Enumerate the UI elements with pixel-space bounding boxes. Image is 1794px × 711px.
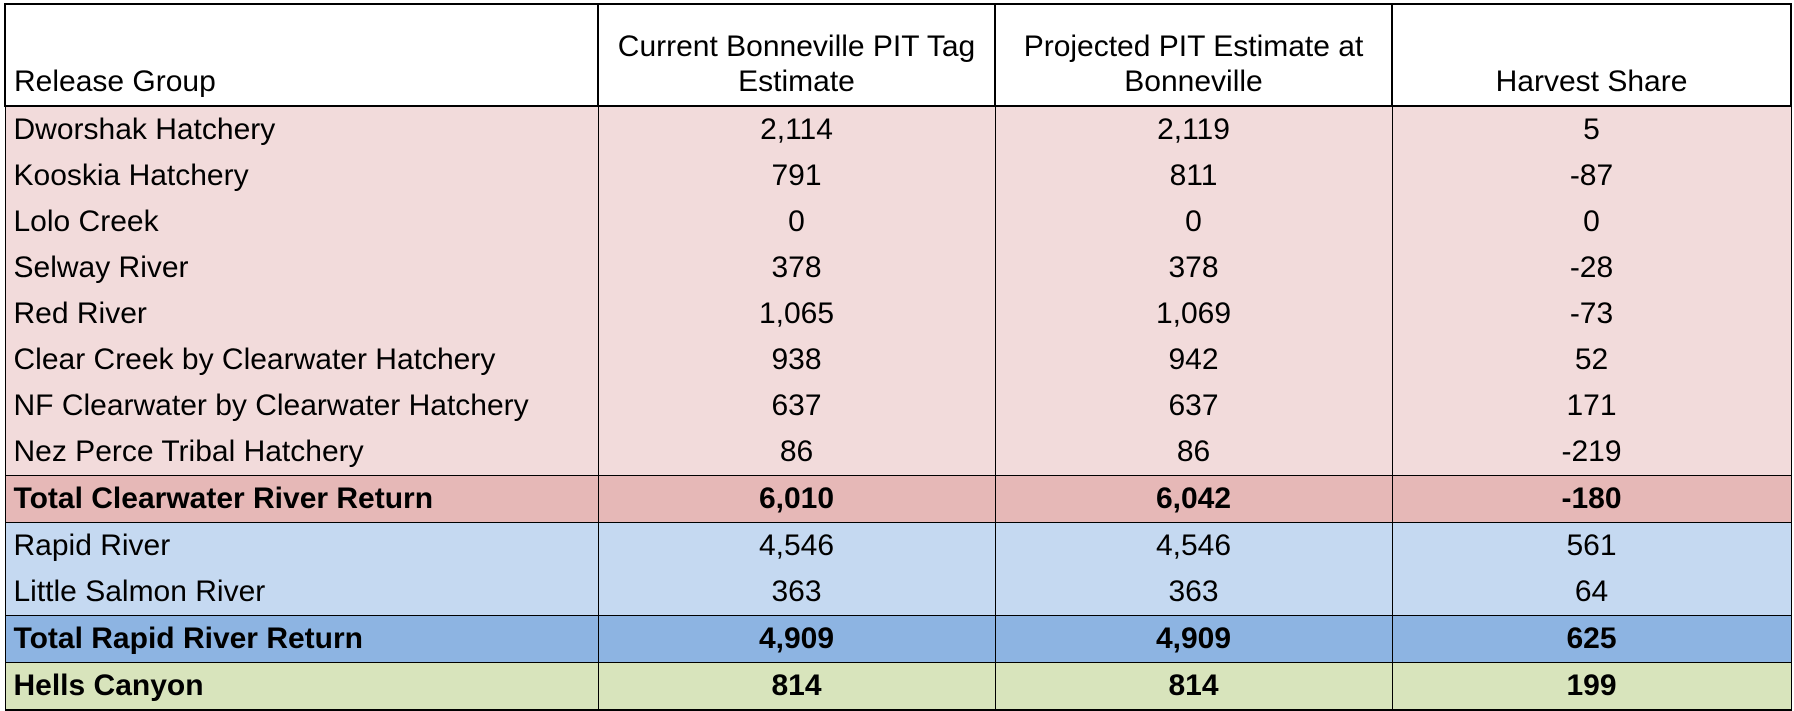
release-group-cell: Selway River [4, 245, 599, 291]
table-row: Lolo Creek 0 0 0 [4, 199, 1792, 245]
release-group-cell: Clear Creek by Clearwater Hatchery [4, 337, 599, 383]
harvest-share-cell: 561 [1391, 522, 1792, 569]
projected-estimate-cell: 4,546 [994, 522, 1393, 569]
projected-estimate-cell: 6,042 [994, 475, 1393, 523]
projected-estimate-cell: 0 [994, 199, 1393, 245]
current-estimate-cell: 2,114 [597, 106, 996, 153]
current-estimate-cell: 363 [597, 569, 996, 616]
header-harvest-share: Harvest Share [1391, 3, 1792, 107]
release-group-cell: Dworshak Hatchery [4, 106, 599, 153]
release-group-table: Release Group Current Bonneville PIT Tag… [4, 3, 1792, 711]
harvest-share-cell: 199 [1391, 662, 1792, 711]
current-estimate-cell: 814 [597, 662, 996, 711]
table-row: Clear Creek by Clearwater Hatchery 938 9… [4, 337, 1792, 383]
projected-estimate-cell: 378 [994, 245, 1393, 291]
harvest-share-cell: -180 [1391, 475, 1792, 523]
header-release-group: Release Group [4, 3, 599, 107]
projected-estimate-cell: 637 [994, 383, 1393, 429]
table-row: Nez Perce Tribal Hatchery 86 86 -219 [4, 429, 1792, 476]
harvest-share-cell: 171 [1391, 383, 1792, 429]
current-estimate-cell: 6,010 [597, 475, 996, 523]
harvest-share-cell: 0 [1391, 199, 1792, 245]
harvest-share-cell: -219 [1391, 429, 1792, 476]
harvest-share-cell: -73 [1391, 291, 1792, 337]
harvest-share-cell: -28 [1391, 245, 1792, 291]
release-group-cell: Rapid River [4, 522, 599, 569]
clearwater-total-row: Total Clearwater River Return 6,010 6,04… [4, 475, 1792, 523]
table-row: Little Salmon River 363 363 64 [4, 569, 1792, 616]
release-group-cell: Total Rapid River Return [4, 615, 599, 663]
release-group-cell: Total Clearwater River Return [4, 475, 599, 523]
spreadsheet: Release Group Current Bonneville PIT Tag… [4, 3, 1792, 711]
projected-estimate-cell: 942 [994, 337, 1393, 383]
current-estimate-cell: 4,909 [597, 615, 996, 663]
table-row: NF Clearwater by Clearwater Hatchery 637… [4, 383, 1792, 429]
projected-estimate-cell: 811 [994, 153, 1393, 199]
release-group-cell: Lolo Creek [4, 199, 599, 245]
rapid-river-total-row: Total Rapid River Return 4,909 4,909 625 [4, 615, 1792, 663]
current-estimate-cell: 1,065 [597, 291, 996, 337]
header-row: Release Group Current Bonneville PIT Tag… [4, 3, 1792, 107]
current-estimate-cell: 637 [597, 383, 996, 429]
projected-estimate-cell: 363 [994, 569, 1393, 616]
current-estimate-cell: 938 [597, 337, 996, 383]
current-estimate-cell: 4,546 [597, 522, 996, 569]
table-row: Rapid River 4,546 4,546 561 [4, 522, 1792, 569]
current-estimate-cell: 86 [597, 429, 996, 476]
projected-estimate-cell: 86 [994, 429, 1393, 476]
projected-estimate-cell: 4,909 [994, 615, 1393, 663]
harvest-share-cell: 52 [1391, 337, 1792, 383]
release-group-cell: Kooskia Hatchery [4, 153, 599, 199]
release-group-cell: Little Salmon River [4, 569, 599, 616]
table-row: Red River 1,065 1,069 -73 [4, 291, 1792, 337]
table-row: Kooskia Hatchery 791 811 -87 [4, 153, 1792, 199]
harvest-share-cell: 5 [1391, 106, 1792, 153]
table-row: Dworshak Hatchery 2,114 2,119 5 [4, 106, 1792, 153]
release-group-cell: Hells Canyon [4, 662, 599, 711]
release-group-cell: Nez Perce Tribal Hatchery [4, 429, 599, 476]
projected-estimate-cell: 2,119 [994, 106, 1393, 153]
release-group-cell: Red River [4, 291, 599, 337]
current-estimate-cell: 791 [597, 153, 996, 199]
harvest-share-cell: 64 [1391, 569, 1792, 616]
harvest-share-cell: -87 [1391, 153, 1792, 199]
projected-estimate-cell: 1,069 [994, 291, 1393, 337]
table-row: Selway River 378 378 -28 [4, 245, 1792, 291]
projected-estimate-cell: 814 [994, 662, 1393, 711]
release-group-cell: NF Clearwater by Clearwater Hatchery [4, 383, 599, 429]
current-estimate-cell: 378 [597, 245, 996, 291]
hells-canyon-row: Hells Canyon 814 814 199 [4, 662, 1792, 711]
current-estimate-cell: 0 [597, 199, 996, 245]
harvest-share-cell: 625 [1391, 615, 1792, 663]
header-current-estimate: Current Bonneville PIT Tag Estimate [597, 3, 996, 107]
header-projected-estimate: Projected PIT Estimate at Bonneville [994, 3, 1393, 107]
